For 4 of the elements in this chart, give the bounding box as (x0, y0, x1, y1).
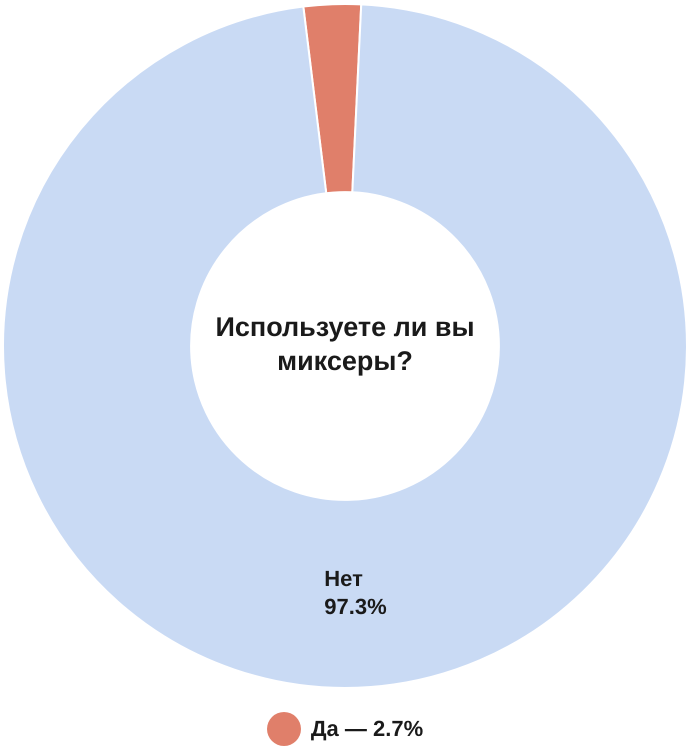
legend-label: Да — 2.7% (310, 716, 424, 742)
text: Используете ли вы миксеры? (214, 311, 476, 378)
slice-label: Нет (324, 566, 364, 591)
data-label: 97.3% (324, 594, 387, 619)
